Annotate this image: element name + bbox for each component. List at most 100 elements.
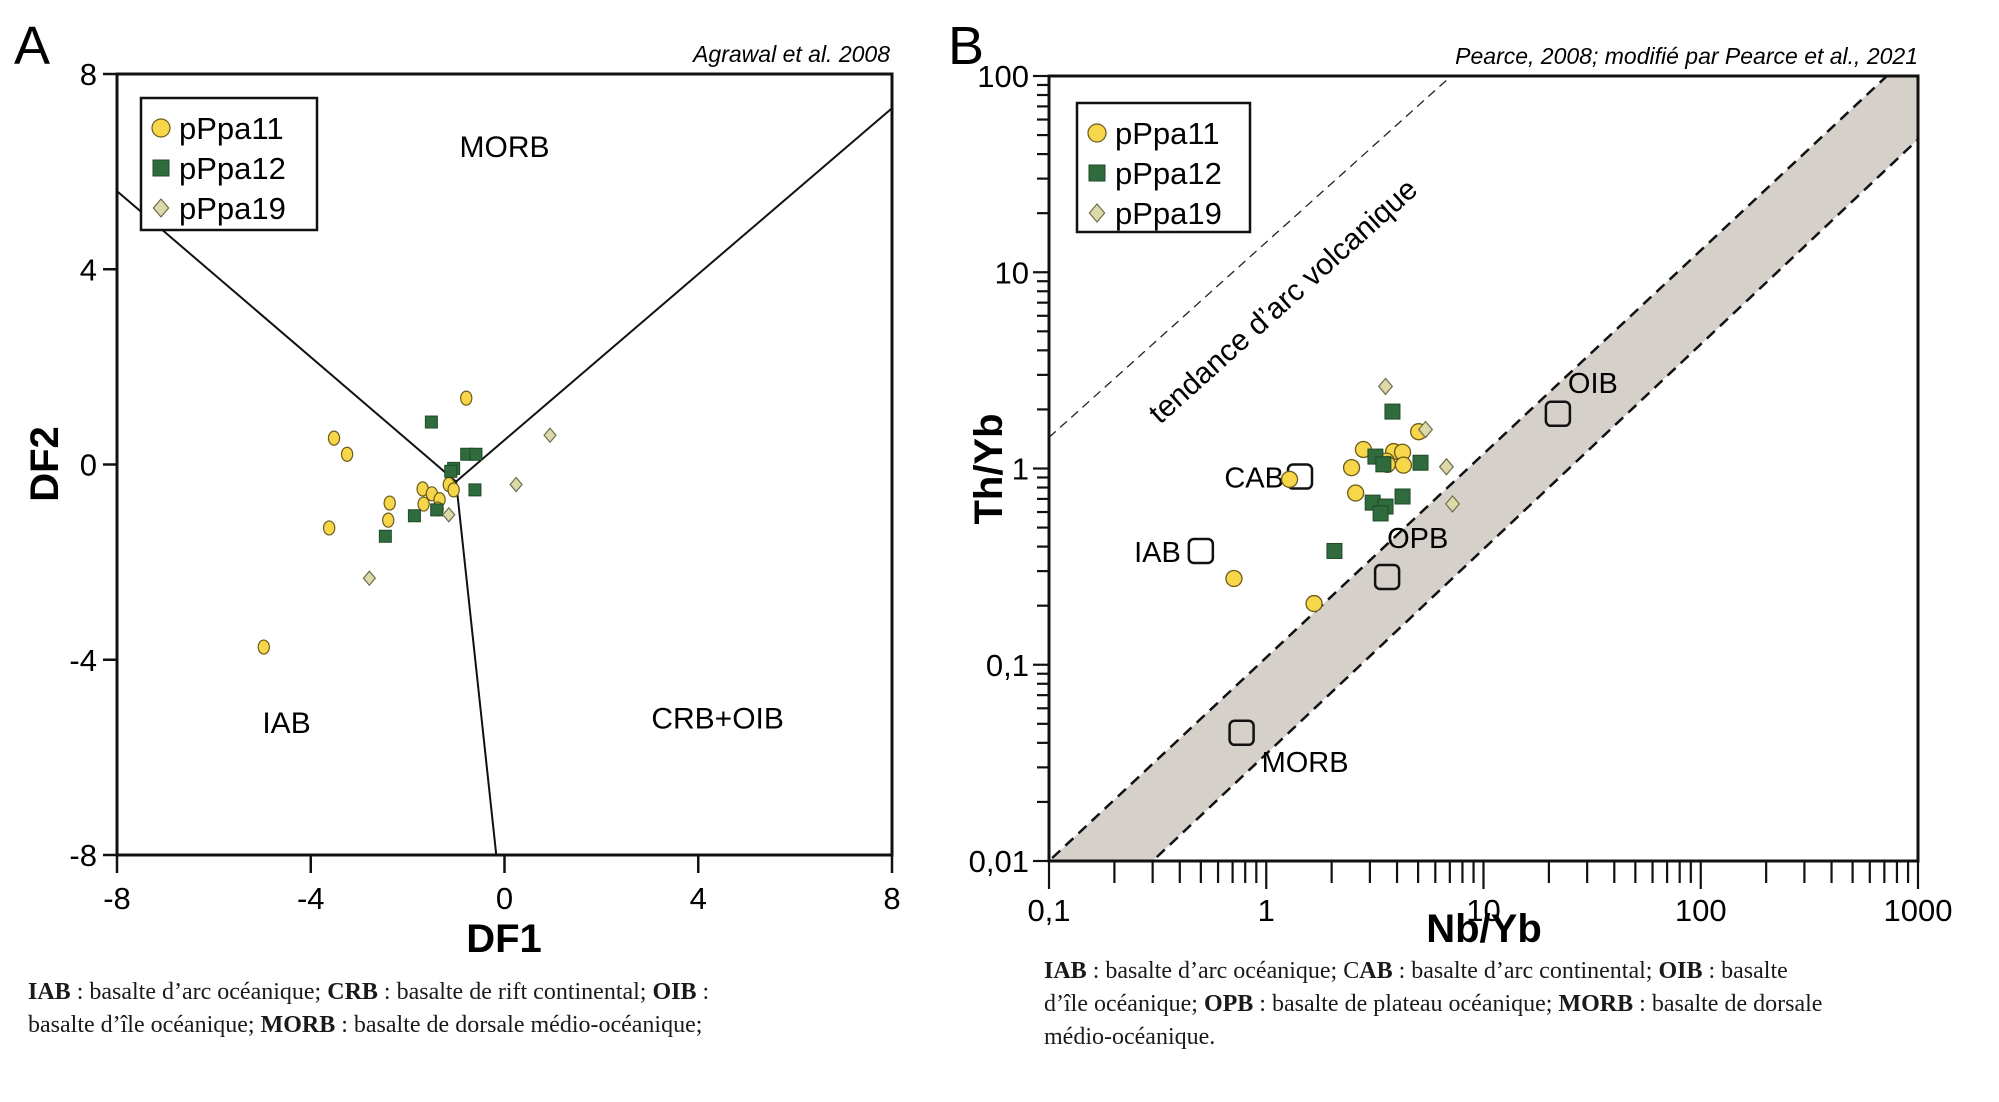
panel-b-xlabel: Nb/Yb — [1426, 907, 1542, 951]
data-point-pPpa11 — [327, 430, 341, 446]
legend-marker-pPpa19 — [152, 198, 170, 218]
caption-definition: : basalte d’arc océanique; — [70, 979, 328, 1005]
legend-label: pPpa11 — [179, 111, 284, 146]
data-point-pPpa11 — [1280, 470, 1299, 489]
data-point-pPpa12 — [430, 503, 444, 517]
data-point-pPpa12 — [1372, 505, 1389, 522]
reference-label-cab: CAB — [1224, 463, 1284, 495]
data-point-pPpa11 — [322, 520, 336, 536]
data-point-pPpa12 — [407, 509, 421, 523]
y-tick-label: 10 — [995, 255, 1029, 290]
data-point-pPpa11 — [383, 495, 396, 511]
x-tick-label: 0 — [496, 881, 513, 916]
x-tick-label: 100 — [1675, 893, 1727, 928]
data-point-pPpa19 — [543, 427, 557, 444]
caption-definition: : basalte d’arc océanique; C — [1086, 958, 1360, 984]
caption-term: OPB — [1203, 991, 1254, 1017]
y-tick-label: -4 — [69, 643, 97, 678]
data-point-pPpa12 — [1384, 403, 1401, 420]
field-label-crb-oib: CRB+OIB — [651, 702, 784, 735]
data-point-pPpa11 — [1225, 569, 1243, 588]
data-point-pPpa19 — [1444, 494, 1461, 513]
y-tick-label: 0,01 — [969, 844, 1029, 879]
caption-definition: basalte d’île océanique; — [28, 1012, 261, 1038]
series-pPpa12 — [1326, 403, 1429, 559]
legend-label: pPpa19 — [179, 191, 286, 226]
panel-a-chart: MORB IAB CRB+OIB -8 -4 0 4 8 -8 -4 0 4 8 pPpa11 pPpa12… — [69, 57, 900, 916]
caption-definition: : basalte de dorsale médio-océanique; — [335, 1012, 703, 1038]
caption-definition: : basalte de plateau océanique; — [1253, 991, 1559, 1017]
series-pPpa12 — [378, 415, 483, 543]
reference-box-opb — [1373, 563, 1401, 591]
caption-term: IAB — [1044, 958, 1087, 984]
x-tick-label: 1000 — [1884, 893, 1953, 928]
caption-term: MORB — [260, 1012, 336, 1038]
reference-box-iab — [1187, 537, 1215, 565]
legend-marker-pPpa12 — [152, 159, 170, 177]
y-tick-label: 100 — [977, 59, 1029, 94]
legend-label: pPpa12 — [1115, 156, 1222, 191]
data-point-pPpa11 — [382, 512, 395, 528]
y-tick-label: 8 — [80, 57, 97, 92]
data-point-pPpa12 — [468, 483, 482, 497]
data-point-pPpa12 — [444, 464, 458, 478]
x-tick-label: -8 — [103, 881, 131, 916]
caption-term: AB — [1359, 958, 1393, 984]
panel-a-ylabel: DF2 — [23, 426, 67, 502]
caption-term: CRB — [327, 979, 378, 1005]
reference-label-iab: IAB — [1134, 537, 1181, 569]
panel-a-label: A — [14, 16, 50, 76]
data-point-pPpa11 — [1342, 459, 1361, 477]
data-point-pPpa11 — [1394, 456, 1413, 474]
field-boundary — [455, 107, 892, 483]
y-tick-label: 4 — [80, 252, 97, 287]
y-tick-label: 1 — [1012, 452, 1029, 487]
panel-a-source: Agrawal et al. 2008 — [691, 41, 890, 67]
caption-definition: : — [696, 979, 710, 1005]
mantle-array-lower-line — [1150, 137, 1918, 861]
y-tick-label: 0,1 — [986, 648, 1029, 683]
y-tick-label: -8 — [69, 838, 97, 873]
panel-b-source: Pearce, 2008; modifié par Pearce et al.,… — [1455, 43, 1918, 69]
legend-label: pPpa12 — [179, 151, 286, 186]
caption-term: OIB — [652, 979, 697, 1005]
data-point-pPpa11 — [1347, 484, 1365, 502]
series-pPpa19 — [1377, 377, 1461, 513]
panel-a-plot-area — [117, 107, 892, 855]
data-point-pPpa12 — [1394, 488, 1411, 505]
caption-term: MORB — [1558, 991, 1634, 1017]
caption-definition: : basalte d’arc continental; — [1392, 958, 1659, 984]
legend-box — [139, 96, 319, 232]
reference-label-oib: OIB — [1568, 368, 1618, 400]
field-boundary — [455, 481, 498, 855]
panel-b-caption: IAB : basalte d’arc océanique; CAB : bas… — [1044, 955, 1924, 1054]
caption-definition: : basalte de rift continental; — [377, 979, 653, 1005]
data-point-pPpa19 — [509, 476, 523, 493]
reference-label-opb: OPB — [1387, 523, 1448, 555]
data-point-pPpa19 — [1377, 377, 1394, 396]
data-point-pPpa12 — [1412, 454, 1429, 471]
x-tick-label: 10 — [1466, 893, 1500, 928]
caption-definition: : basalte — [1702, 958, 1788, 984]
reference-label-morb: MORB — [1262, 747, 1349, 779]
panel-a-caption: IAB : basalte d’arc océanique; CRB : bas… — [28, 976, 948, 1042]
data-point-pPpa12 — [1326, 542, 1343, 559]
reference-box-morb — [1228, 719, 1255, 747]
data-point-pPpa11 — [340, 446, 354, 462]
x-tick-label: 4 — [690, 881, 707, 916]
caption-definition: d’île océanique; — [1044, 991, 1204, 1017]
field-label-iab: IAB — [262, 707, 310, 740]
panel-b-ylabel: Th/Yb — [967, 413, 1011, 524]
caption-definition: : basalte de dorsale — [1633, 991, 1823, 1017]
data-point-pPpa11 — [1305, 594, 1323, 613]
legend-marker-pPpa19 — [1088, 203, 1106, 223]
data-point-pPpa19 — [1417, 420, 1434, 439]
figure: A B Agrawal et al. 2008 Pearce, 2008; mo… — [14, 16, 1953, 960]
data-point-pPpa19 — [362, 570, 377, 587]
data-point-pPpa12 — [424, 415, 438, 429]
y-tick-label: 0 — [80, 448, 97, 483]
reference-box-oib — [1544, 400, 1572, 428]
x-tick-label: 1 — [1258, 893, 1275, 928]
legend-marker-pPpa12 — [1088, 164, 1106, 182]
